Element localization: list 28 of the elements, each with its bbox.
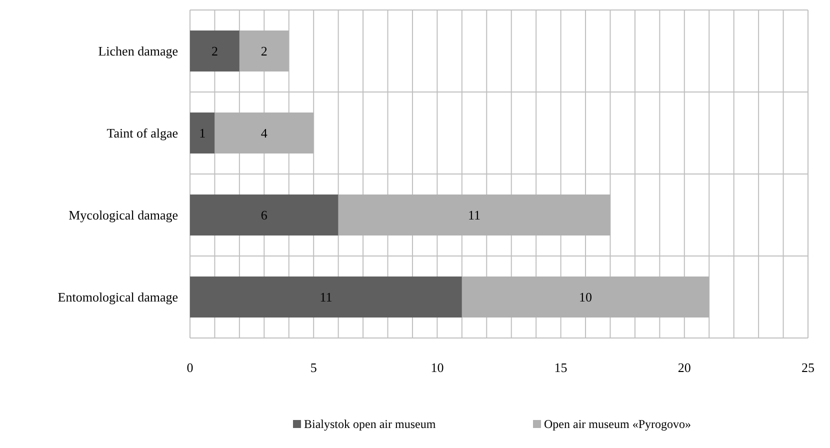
legend-label: Bialystok open air museum [304,417,436,431]
data-label: 2 [211,44,218,59]
bar [462,276,710,318]
data-label: 2 [260,44,268,59]
bar [190,194,338,236]
x-tick-label: 20 [678,360,691,375]
bar [190,276,462,318]
bar [338,194,610,236]
x-tick-label: 25 [802,360,814,375]
x-tick-label: 0 [186,360,194,375]
data-label: 1 [199,126,206,141]
x-tick-label: 15 [554,360,568,375]
data-label: 4 [260,126,268,141]
bar [239,30,289,72]
legend-label: Open air museum «Pyrogovo» [544,417,691,431]
data-label: 10 [579,290,592,305]
data-label: 11 [468,208,481,223]
bar [190,112,215,154]
bar [190,30,240,72]
data-label: 11 [320,290,332,305]
y-tick-label: Lichen damage [98,44,178,59]
x-tick-label: 10 [430,360,444,375]
y-tick-label: Mycological damage [68,208,178,223]
bar [214,112,314,154]
y-tick-label: Entomological damage [58,290,178,305]
x-tick-label: 5 [310,360,317,375]
data-label: 6 [260,208,268,223]
y-tick-label: Taint of algae [106,126,178,141]
